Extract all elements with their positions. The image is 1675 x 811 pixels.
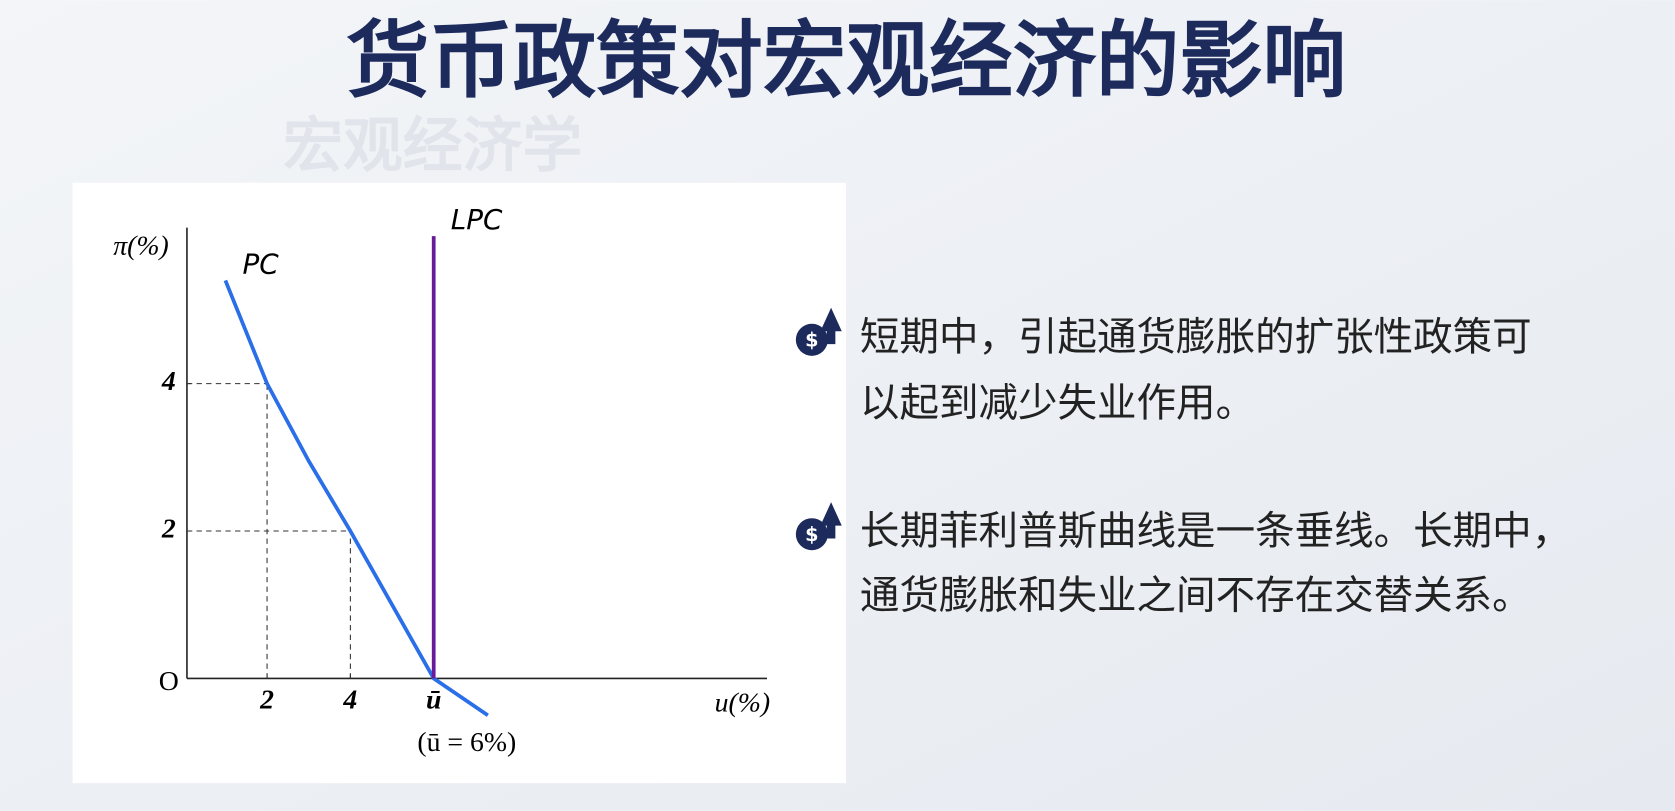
x-tick-label: 2 bbox=[259, 684, 274, 715]
bullet-icon: $ bbox=[795, 502, 842, 551]
y-tick-label: 4 bbox=[161, 366, 176, 397]
slide-title: 货币政策对宏观经济的影响 bbox=[346, 12, 1346, 109]
bullet-icon: $ bbox=[795, 307, 842, 356]
y-axis-label: π(%) bbox=[113, 230, 169, 261]
bullet-text: 通货膨胀和失业之间不存在交替关系。 bbox=[860, 573, 1532, 619]
watermark: 宏观经济学 bbox=[283, 111, 582, 181]
svg-text:$: $ bbox=[805, 523, 818, 546]
chart: Oπ(%) u(%) (ū = 6%) 2 4 ū 2 4 PC LPC bbox=[113, 203, 770, 758]
svg-text:$: $ bbox=[805, 328, 818, 351]
bullet-text: 以起到减少失业作用。 bbox=[860, 381, 1255, 427]
series-label: LPC bbox=[451, 203, 503, 236]
series-label: PC bbox=[242, 247, 279, 280]
x-axis-label: u(%) bbox=[715, 688, 771, 719]
x-tick-label: 4 bbox=[342, 684, 357, 715]
y-tick-label: 2 bbox=[161, 513, 176, 544]
annotation: (ū = 6%) bbox=[417, 727, 516, 758]
bullet-text: 短期中，引起通货膨胀的扩张性政策可 bbox=[860, 314, 1532, 360]
chart-panel bbox=[72, 182, 847, 784]
x-tick-label: ū bbox=[426, 684, 441, 715]
bullet-text: 长期菲利普斯曲线是一条垂线。长期中， bbox=[860, 509, 1571, 555]
origin-label: O bbox=[159, 666, 179, 697]
